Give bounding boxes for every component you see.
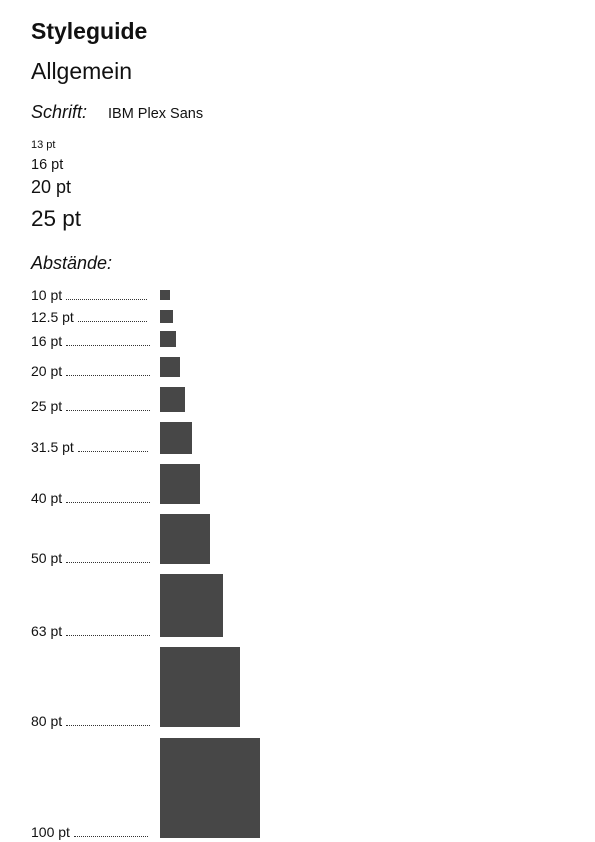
dotted-leader	[77, 451, 148, 452]
dotted-leader	[66, 345, 151, 346]
spacing-swatch-50	[160, 514, 210, 564]
spacing-swatch-63	[160, 574, 223, 637]
spacing-label-text: 10 pt	[31, 287, 63, 303]
spacing-swatch-12-5	[160, 310, 173, 323]
spacing-row-label: 50 pt	[31, 550, 151, 566]
spacing-label-text: 80 pt	[31, 713, 63, 729]
spacing-label-text: 12.5 pt	[31, 309, 74, 325]
font-size-sample-16: 16 pt	[31, 157, 64, 173]
spacing-row-label: 100 pt	[31, 824, 148, 840]
spacing-swatch-40	[160, 464, 200, 504]
dotted-leader	[66, 502, 151, 503]
dotted-leader	[66, 375, 151, 376]
spacing-swatch-80	[160, 647, 240, 727]
dotted-leader	[66, 562, 151, 563]
spacing-swatch-100	[160, 738, 260, 838]
spacing-label-text: 63 pt	[31, 623, 63, 639]
dotted-leader	[66, 635, 151, 636]
spacing-row-label: 10 pt	[31, 287, 148, 303]
spacing-swatch-10	[160, 290, 170, 300]
font-size-sample-25: 25 pt	[31, 206, 82, 231]
spacing-label-text: 50 pt	[31, 550, 63, 566]
section-title: Allgemein	[31, 58, 132, 84]
spacing-label-text: 31.5 pt	[31, 439, 74, 455]
spacing-row-label: 80 pt	[31, 713, 151, 729]
spacing-swatch-20	[160, 357, 180, 377]
font-size-sample-20: 20 pt	[31, 177, 72, 197]
font-size-sample-13: 13 pt	[31, 139, 56, 151]
font-name: IBM Plex Sans	[108, 106, 204, 122]
dotted-leader	[77, 321, 147, 322]
spacing-label-text: 20 pt	[31, 363, 63, 379]
dotted-leader	[73, 836, 148, 837]
spacing-row-label: 63 pt	[31, 623, 151, 639]
page-title: Styleguide	[31, 18, 148, 44]
spacing-label-text: 40 pt	[31, 490, 63, 506]
spacing-row-label: 25 pt	[31, 398, 151, 414]
spacing-swatch-25	[160, 387, 185, 412]
spacing-swatch-31-5	[160, 422, 192, 454]
spacing-row-label: 16 pt	[31, 333, 151, 349]
font-label: Schrift:	[31, 102, 88, 122]
spacing-row-label: 31.5 pt	[31, 439, 148, 455]
spacing-label-text: 16 pt	[31, 333, 63, 349]
spacing-label-text: 100 pt	[31, 824, 70, 840]
dotted-leader	[66, 410, 151, 411]
spacing-row-label: 12.5 pt	[31, 309, 147, 325]
dotted-leader	[66, 725, 151, 726]
dotted-leader	[66, 299, 148, 300]
spacing-row-label: 40 pt	[31, 490, 151, 506]
spacing-heading: Abstände:	[31, 253, 113, 273]
spacing-swatch-16	[160, 331, 176, 347]
spacing-row-label: 20 pt	[31, 363, 151, 379]
spacing-label-text: 25 pt	[31, 398, 63, 414]
